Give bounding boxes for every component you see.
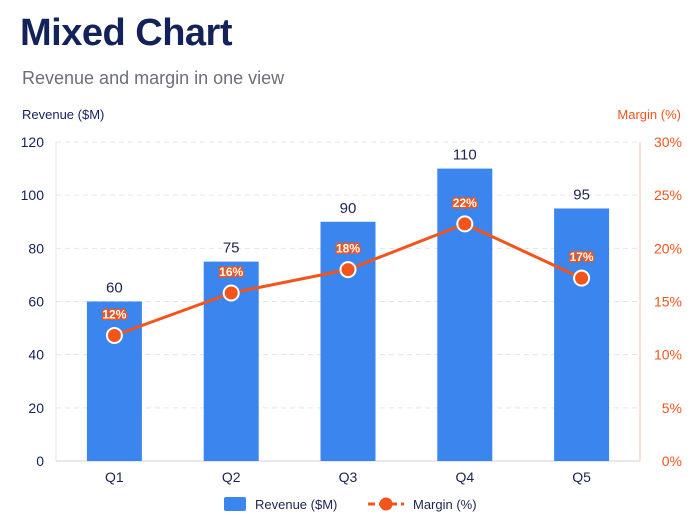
category-label: Q3	[339, 469, 358, 485]
margin-point	[339, 261, 357, 279]
left-tick-label: 100	[21, 187, 45, 203]
chart-subtitle: Revenue and margin in one view	[22, 68, 285, 88]
margin-point	[105, 327, 123, 345]
left-axis-title: Revenue ($M)	[22, 107, 104, 122]
chart-title: Mixed Chart	[20, 12, 232, 54]
margin-value-label: 16%	[219, 265, 243, 279]
left-tick-label: 0	[36, 453, 44, 469]
category-label: Q2	[222, 469, 241, 485]
revenue-bar	[320, 221, 376, 461]
margin-point	[573, 269, 591, 287]
revenue-value-label: 95	[573, 186, 590, 203]
right-tick-label: 25%	[654, 187, 682, 203]
right-axis-title: Margin (%)	[617, 107, 681, 122]
revenue-value-label: 90	[340, 200, 357, 217]
margin-value-label: 18%	[336, 242, 360, 256]
right-tick-label: 15%	[654, 294, 682, 310]
left-tick-label: 40	[28, 347, 44, 363]
left-tick-label: 80	[28, 240, 44, 256]
left-tick-label: 20	[28, 400, 44, 416]
legend-margin-label: Margin (%)	[413, 497, 477, 512]
legend-revenue-swatch	[224, 497, 246, 511]
left-tick-label: 120	[21, 134, 45, 150]
revenue-value-label: 75	[223, 240, 240, 257]
margin-value-label: 17%	[570, 250, 594, 264]
revenue-value-label: 60	[106, 280, 123, 297]
legend-margin-marker	[379, 497, 393, 511]
margin-point	[456, 215, 474, 233]
margin-value-label: 12%	[102, 308, 126, 322]
revenue-bar	[554, 208, 610, 461]
right-tick-label: 20%	[654, 240, 682, 256]
revenue-bar	[437, 168, 493, 462]
revenue-value-label: 110	[453, 147, 477, 164]
legend-revenue-label: Revenue ($M)	[255, 497, 337, 512]
category-label: Q1	[105, 469, 124, 485]
category-label: Q5	[572, 469, 591, 485]
right-tick-label: 5%	[662, 400, 682, 416]
left-tick-label: 60	[28, 294, 44, 310]
right-tick-label: 0%	[662, 453, 682, 469]
category-label: Q4	[455, 469, 474, 485]
revenue-bar	[86, 301, 142, 461]
margin-point	[222, 284, 240, 302]
right-tick-label: 30%	[654, 134, 682, 150]
right-tick-label: 10%	[654, 347, 682, 363]
margin-value-label: 22%	[453, 196, 477, 210]
